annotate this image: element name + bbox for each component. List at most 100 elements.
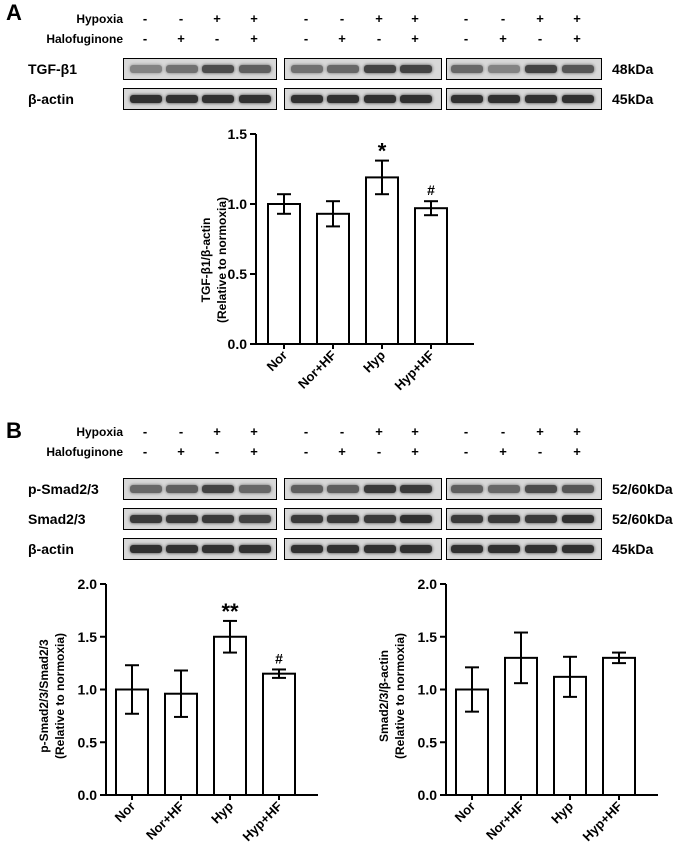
- treatment-sign: -: [463, 31, 469, 46]
- y-tick-label: 0.0: [78, 787, 98, 803]
- y-tick-label: 1.5: [78, 629, 98, 645]
- protein-band: [400, 515, 432, 523]
- treatment-sign: +: [338, 31, 346, 46]
- western-blot-strip: [446, 538, 602, 560]
- protein-band: [166, 95, 198, 103]
- western-blot-strip: [284, 538, 442, 560]
- treatment-sign: -: [537, 444, 543, 459]
- protein-band: [525, 515, 557, 523]
- protein-band: [400, 95, 432, 103]
- protein-band: [488, 65, 520, 73]
- western-blot-strip: [123, 538, 277, 560]
- condition-label: Halofuginone: [46, 445, 123, 459]
- protein-band: [166, 545, 198, 553]
- y-axis-label-line2: (Relative to normoxia): [53, 633, 67, 759]
- western-blot-strip: [123, 88, 277, 110]
- treatment-sign: -: [214, 31, 220, 46]
- treatment-sign: -: [214, 444, 220, 459]
- x-tick-label: Nor: [452, 799, 478, 825]
- y-tick-label: 0.5: [78, 734, 98, 750]
- treatment-sign: +: [411, 424, 419, 439]
- protein-band: [562, 545, 594, 553]
- protein-band: [202, 485, 234, 493]
- y-tick-label: 0.0: [228, 336, 248, 352]
- western-blot-strip: [123, 58, 277, 80]
- protein-band: [364, 95, 396, 103]
- bar: [213, 635, 247, 796]
- protein-band: [239, 485, 271, 493]
- protein-band: [327, 485, 359, 493]
- treatment-sign: +: [375, 424, 383, 439]
- western-blot-strip: [123, 508, 277, 530]
- protein-band: [130, 485, 162, 493]
- protein-band: [291, 515, 323, 523]
- protein-band: [202, 545, 234, 553]
- treatment-sign: -: [376, 31, 382, 46]
- treatment-sign: -: [500, 11, 506, 26]
- protein-band: [291, 65, 323, 73]
- protein-band: [327, 95, 359, 103]
- treatment-sign: -: [142, 11, 148, 26]
- significance-marker: #: [427, 182, 435, 198]
- protein-band: [488, 95, 520, 103]
- molecular-weight-label: 52/60kDa: [612, 511, 673, 527]
- protein-band: [364, 65, 396, 73]
- protein-band: [166, 485, 198, 493]
- protein-band: [291, 485, 323, 493]
- treatment-sign: +: [250, 31, 258, 46]
- protein-band: [451, 65, 483, 73]
- y-tick-label: 1.0: [78, 682, 98, 698]
- protein-band: [202, 515, 234, 523]
- treatment-sign: +: [499, 31, 507, 46]
- treatment-sign: -: [339, 424, 345, 439]
- y-axis-label-line2: (Relative to normoxia): [393, 633, 407, 759]
- treatment-sign: +: [250, 11, 258, 26]
- protein-band: [451, 545, 483, 553]
- y-tick-label: 1.0: [228, 196, 248, 212]
- treatment-sign: +: [177, 444, 185, 459]
- western-blot-strip: [446, 58, 602, 80]
- x-tick-label: Nor+HF: [483, 798, 527, 842]
- treatment-sign: +: [573, 424, 581, 439]
- protein-band: [562, 95, 594, 103]
- blot-protein-label: Smad2/3: [28, 511, 86, 527]
- x-tick-label: Hyp: [360, 347, 388, 375]
- bar: [267, 203, 301, 345]
- blot-protein-label: TGF-β1: [28, 61, 77, 77]
- protein-band: [364, 485, 396, 493]
- significance-marker: #: [275, 650, 283, 666]
- protein-band: [130, 545, 162, 553]
- protein-band: [400, 485, 432, 493]
- treatment-sign: +: [411, 11, 419, 26]
- bar: [414, 207, 448, 345]
- treatment-sign: +: [375, 11, 383, 26]
- protein-band: [166, 65, 198, 73]
- western-blot-strip: [284, 58, 442, 80]
- treatment-sign: -: [339, 11, 345, 26]
- x-tick-label: Nor+HF: [295, 347, 339, 391]
- protein-band: [488, 485, 520, 493]
- treatment-sign: +: [411, 31, 419, 46]
- y-tick-label: 2.0: [78, 576, 98, 592]
- x-tick-label: Hyp: [548, 798, 576, 826]
- treatment-sign: +: [411, 444, 419, 459]
- protein-band: [525, 545, 557, 553]
- treatment-sign: +: [213, 424, 221, 439]
- x-tick-label: Nor+HF: [143, 798, 187, 842]
- protein-band: [202, 65, 234, 73]
- blot-protein-label: β-actin: [28, 91, 74, 107]
- x-tick-label: Nor: [112, 799, 138, 825]
- significance-marker: **: [221, 599, 239, 624]
- western-blot-strip: [284, 88, 442, 110]
- bar: [316, 212, 350, 345]
- bar: [365, 176, 399, 346]
- blot-protein-label: β-actin: [28, 541, 74, 557]
- blot-protein-label: p-Smad2/3: [28, 481, 99, 497]
- x-tick-label: Hyp: [208, 798, 236, 826]
- molecular-weight-label: 48kDa: [612, 61, 654, 77]
- treatment-sign: -: [500, 424, 506, 439]
- y-tick-label: 0.5: [228, 266, 248, 282]
- treatment-sign: -: [303, 11, 309, 26]
- p-smad-bar-chart: p-Smad2/3/Smad2/3 (Relative to normoxia)…: [37, 576, 318, 844]
- treatment-sign: +: [213, 11, 221, 26]
